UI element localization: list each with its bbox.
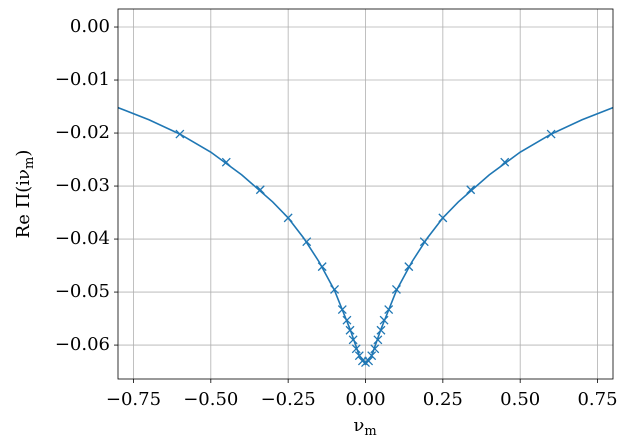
y-label-main: Re Π(iν [13, 169, 34, 238]
data-marker [376, 325, 386, 335]
x-label-sub: m [364, 424, 376, 439]
data-marker [342, 315, 352, 325]
y-axis-label: Re Π(iνm) [13, 150, 37, 239]
data-marker [364, 356, 374, 366]
data-marker [351, 344, 361, 354]
data-marker [391, 284, 401, 294]
y-tick-label: 0.00 [70, 16, 110, 37]
data-marker [379, 315, 389, 325]
data-marker [373, 335, 383, 345]
x-tick-label: 0.75 [577, 389, 617, 410]
y-tick-label: −0.05 [55, 281, 110, 302]
data-marker [348, 335, 358, 345]
data-marker [384, 305, 394, 315]
data-marker [221, 157, 231, 167]
data-marker [404, 262, 414, 272]
data-marker [337, 305, 347, 315]
x-label-main: ν [353, 415, 364, 436]
data-marker [367, 351, 377, 361]
data-marker [345, 325, 355, 335]
data-marker [370, 344, 380, 354]
x-tick-label: 0.50 [500, 389, 540, 410]
x-tick-label: −0.25 [261, 389, 316, 410]
y-tick-label: −0.01 [55, 69, 110, 90]
data-marker [255, 185, 265, 195]
data-marker [500, 157, 510, 167]
y-tick-label: −0.02 [55, 122, 110, 143]
x-tick-label: −0.75 [106, 389, 161, 410]
y-label-sub: m [22, 157, 37, 169]
y-tick-label: −0.04 [55, 228, 110, 249]
y-label-end: ) [13, 150, 34, 157]
plot-frame [117, 8, 614, 380]
data-marker [317, 262, 327, 272]
data-marker [419, 237, 429, 247]
data-marker [302, 237, 312, 247]
data-marker [546, 129, 556, 139]
x-axis-label: νm [353, 415, 376, 439]
data-marker [466, 185, 476, 195]
x-tick-label: −0.50 [183, 389, 238, 410]
data-marker [330, 284, 340, 294]
y-tick-label: −0.03 [55, 175, 110, 196]
data-marker [175, 129, 185, 139]
x-tick-label: 0.00 [345, 389, 385, 410]
data-marker [438, 213, 448, 223]
y-tick-label: −0.06 [55, 334, 110, 355]
x-tick-label: 0.25 [423, 389, 463, 410]
data-marker [283, 213, 293, 223]
